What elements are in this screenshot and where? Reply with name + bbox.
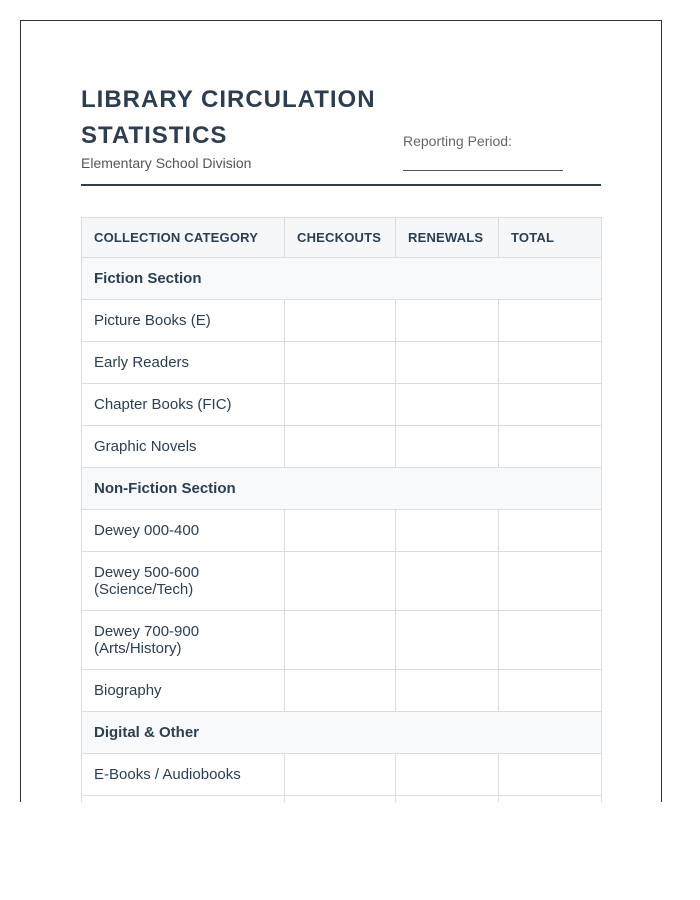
page-title: LIBRARY CIRCULATION STATISTICS <box>81 86 376 149</box>
reporting-period-label: Reporting Period: <box>403 133 512 149</box>
table-header-row: COLLECTION CATEGORY CHECKOUTS RENEWALS T… <box>81 217 602 258</box>
renewals-input-cell[interactable] <box>395 299 499 342</box>
category-cell: Dewey 500-600 (Science/Tech) <box>81 551 285 611</box>
section-row: Digital & Other <box>81 711 602 754</box>
total-input-cell[interactable] <box>498 341 602 384</box>
column-header-renewals: RENEWALS <box>395 217 499 258</box>
table-row <box>81 795 602 802</box>
renewals-input-cell[interactable] <box>395 610 499 670</box>
total-input-cell[interactable] <box>498 669 602 712</box>
total-input-cell[interactable] <box>498 610 602 670</box>
table-row: Early Readers <box>81 341 602 384</box>
checkouts-input-cell[interactable] <box>284 509 396 552</box>
column-header-total: TOTAL <box>498 217 602 258</box>
total-input-cell[interactable] <box>498 299 602 342</box>
total-input-cell[interactable] <box>498 753 602 796</box>
category-cell: E-Books / Audiobooks <box>81 753 285 796</box>
table-row: Picture Books (E) <box>81 299 602 342</box>
column-header-category: COLLECTION CATEGORY <box>81 217 285 258</box>
total-input-cell[interactable] <box>498 795 602 802</box>
circulation-table: COLLECTION CATEGORY CHECKOUTS RENEWALS T… <box>81 217 602 802</box>
category-cell: Picture Books (E) <box>81 299 285 342</box>
renewals-input-cell[interactable] <box>395 383 499 426</box>
category-cell <box>81 795 285 802</box>
total-input-cell[interactable] <box>498 551 602 611</box>
renewals-input-cell[interactable] <box>395 669 499 712</box>
section-row: Fiction Section <box>81 257 602 300</box>
checkouts-input-cell[interactable] <box>284 610 396 670</box>
section-label: Non-Fiction Section <box>81 467 602 510</box>
section-label: Fiction Section <box>81 257 602 300</box>
renewals-input-cell[interactable] <box>395 425 499 468</box>
checkouts-input-cell[interactable] <box>284 795 396 802</box>
page-subtitle: Elementary School Division <box>81 155 252 171</box>
report-page: LIBRARY CIRCULATION STATISTICS Elementar… <box>20 20 662 802</box>
category-cell: Dewey 700-900 (Arts/History) <box>81 610 285 670</box>
category-cell: Early Readers <box>81 341 285 384</box>
renewals-input-cell[interactable] <box>395 551 499 611</box>
total-input-cell[interactable] <box>498 383 602 426</box>
checkouts-input-cell[interactable] <box>284 299 396 342</box>
table-row: Graphic Novels <box>81 425 602 468</box>
total-input-cell[interactable] <box>498 509 602 552</box>
checkouts-input-cell[interactable] <box>284 425 396 468</box>
table-row: Dewey 500-600 (Science/Tech) <box>81 551 602 611</box>
renewals-input-cell[interactable] <box>395 341 499 384</box>
table-row: Chapter Books (FIC) <box>81 383 602 426</box>
category-cell: Chapter Books (FIC) <box>81 383 285 426</box>
renewals-input-cell[interactable] <box>395 795 499 802</box>
reporting-period-field[interactable] <box>403 170 563 171</box>
table-row: E-Books / Audiobooks <box>81 753 602 796</box>
total-input-cell[interactable] <box>498 425 602 468</box>
category-cell: Dewey 000-400 <box>81 509 285 552</box>
table-row: Dewey 000-400 <box>81 509 602 552</box>
category-cell: Biography <box>81 669 285 712</box>
category-cell: Graphic Novels <box>81 425 285 468</box>
table-row: Dewey 700-900 (Arts/History) <box>81 610 602 670</box>
checkouts-input-cell[interactable] <box>284 753 396 796</box>
section-row: Non-Fiction Section <box>81 467 602 510</box>
header-divider <box>81 184 601 186</box>
section-label: Digital & Other <box>81 711 602 754</box>
table-row: Biography <box>81 669 602 712</box>
column-header-checkouts: CHECKOUTS <box>284 217 396 258</box>
checkouts-input-cell[interactable] <box>284 551 396 611</box>
renewals-input-cell[interactable] <box>395 509 499 552</box>
checkouts-input-cell[interactable] <box>284 383 396 426</box>
renewals-input-cell[interactable] <box>395 753 499 796</box>
checkouts-input-cell[interactable] <box>284 669 396 712</box>
checkouts-input-cell[interactable] <box>284 341 396 384</box>
